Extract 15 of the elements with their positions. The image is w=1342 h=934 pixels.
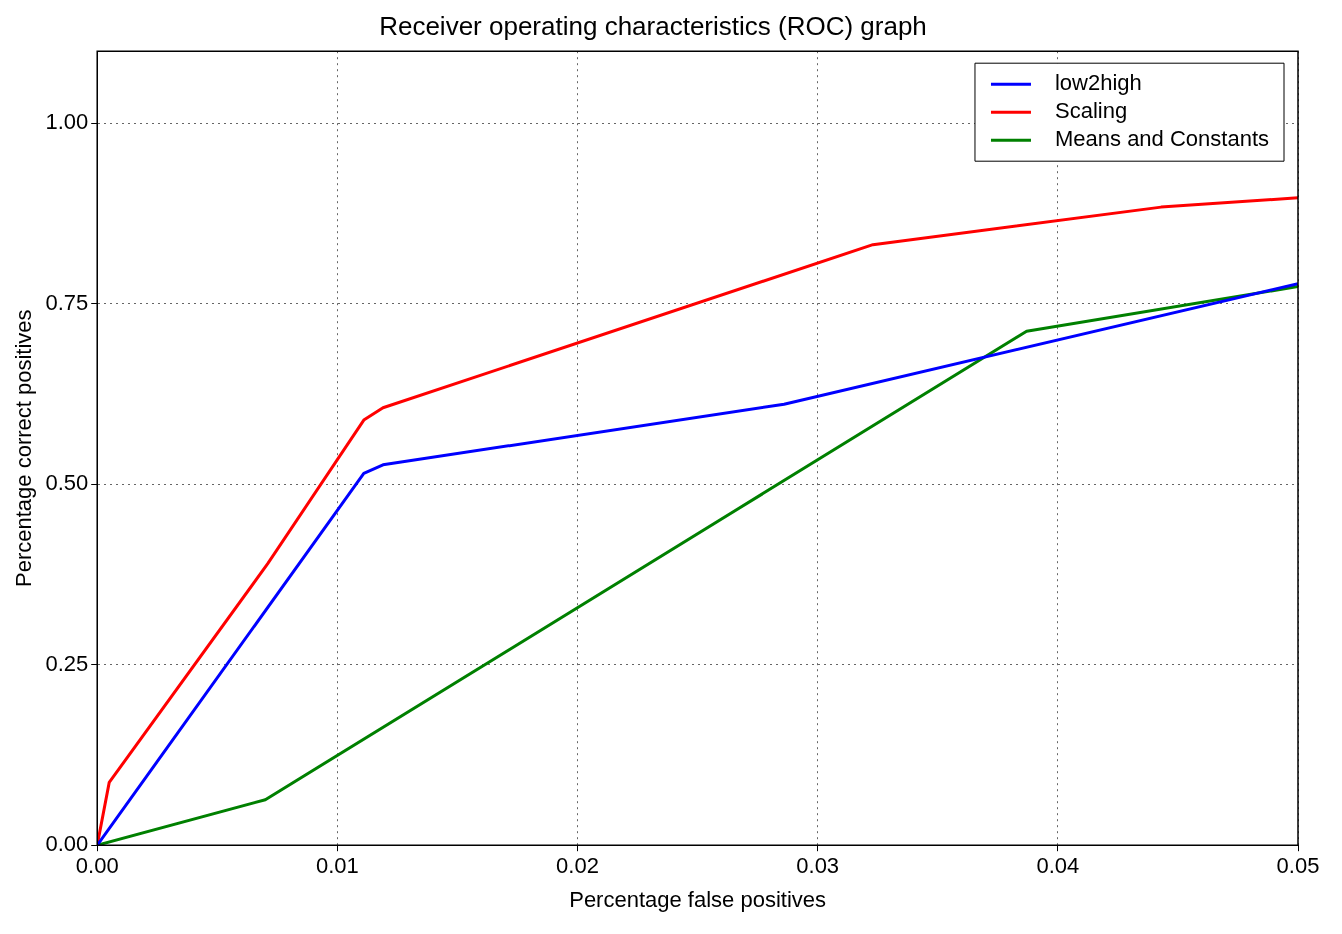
y-tick-label: 0.50 [45,470,89,496]
x-tick-label: 0.05 [1276,853,1320,879]
x-axis-title: Percentage false positives [569,886,827,912]
x-tick-label: 0.03 [796,853,840,879]
y-tick-label: 0.75 [45,289,89,315]
y-tick-label: 1.00 [45,109,89,135]
legend-label: low2high [1054,70,1142,96]
legend-label: Means and Constants [1054,126,1270,152]
legend-label: Scaling [1054,98,1128,124]
chart-title: Receiver operating characteristics (ROC) graph [379,10,927,41]
x-tick-label: 0.04 [1036,853,1080,879]
x-tick-label: 0.01 [315,853,359,879]
y-tick-label: 0.25 [45,650,89,676]
y-axis-title: Percentage correct positives [11,309,37,587]
x-tick-label: 0.02 [556,853,599,879]
